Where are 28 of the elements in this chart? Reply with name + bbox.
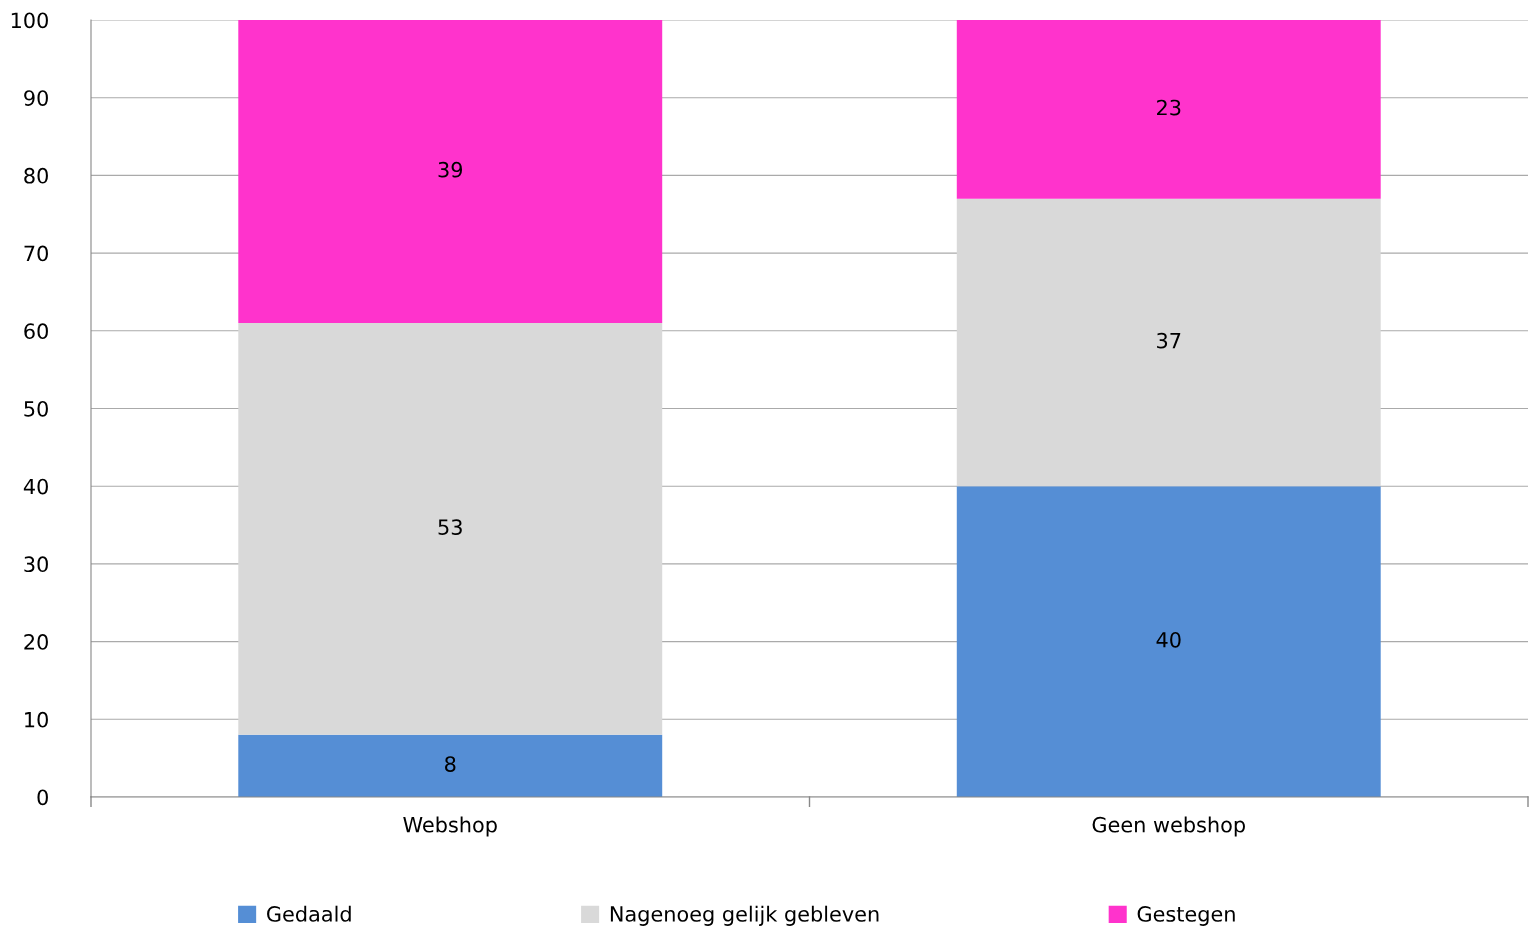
y-tick-label: 10 — [25, 711, 48, 728]
y-tick-label: 100 — [11, 12, 48, 29]
y-tick-label: 80 — [24, 167, 48, 184]
y-tick-label: 50 — [24, 400, 48, 417]
legend-label: Nagenoeg gelijk gebleven — [610, 905, 879, 926]
bar — [956, 486, 1381, 797]
data-label: 37 — [1157, 332, 1181, 349]
y-tick-label: 60 — [24, 323, 48, 340]
y-tick-label: 20 — [24, 634, 48, 650]
bar — [238, 20, 663, 324]
data-label: 53 — [438, 519, 462, 535]
legend-label: Gestegen — [1137, 906, 1235, 926]
x-tick-label: Geen webshop — [1092, 816, 1245, 837]
bar — [238, 323, 663, 735]
data-label: 40 — [1156, 631, 1181, 648]
data-label: 8 — [445, 756, 456, 772]
data-label: 23 — [1157, 99, 1181, 116]
y-tick-label: 40 — [23, 478, 48, 495]
y-tick-label: 70 — [24, 245, 48, 262]
y-tick-label: 30 — [24, 556, 48, 573]
legend-label: Gedaald — [267, 905, 351, 922]
bar — [238, 734, 663, 797]
y-tick-label: 0 — [37, 789, 48, 806]
bar — [956, 198, 1381, 487]
x-tick-label: Webshop — [403, 816, 497, 837]
y-tick-label: 90 — [24, 90, 48, 106]
data-label: 39 — [438, 161, 463, 178]
bar — [956, 20, 1381, 199]
